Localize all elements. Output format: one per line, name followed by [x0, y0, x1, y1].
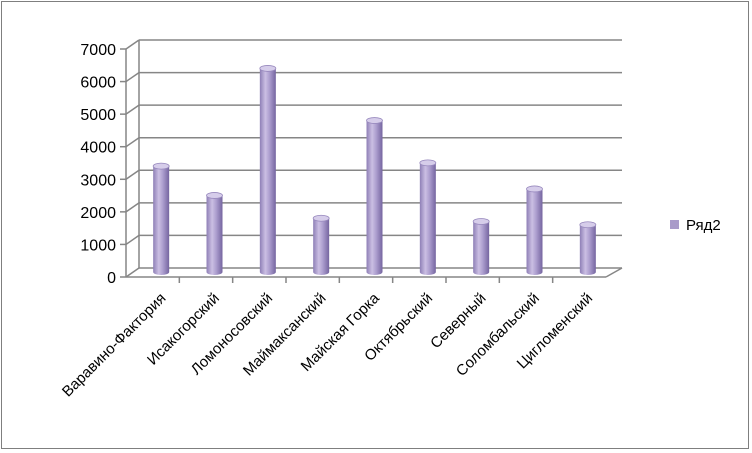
bar [579, 221, 597, 275]
bar-body [259, 68, 276, 275]
bar [419, 159, 437, 275]
y-tick-label: 4000 [80, 140, 116, 157]
bar [152, 162, 170, 275]
legend-label: Ряд2 [686, 217, 721, 234]
bar-top [152, 162, 170, 170]
bar-body [419, 162, 436, 275]
bar-body [579, 224, 596, 275]
x-tick-label: Варавино-Фактория [59, 290, 170, 401]
bar-top [419, 159, 437, 167]
gridline-depth [125, 104, 140, 115]
bar-body [366, 120, 383, 276]
gridline-depth [125, 202, 140, 213]
y-tick-label: 0 [107, 270, 116, 287]
legend-swatch [670, 220, 679, 229]
y-tick-label: 2000 [80, 205, 116, 222]
bar-top [579, 221, 597, 229]
bar-body [473, 221, 490, 275]
gridline-depth [125, 71, 140, 83]
gridline-depth [125, 234, 140, 246]
bar-top [366, 117, 383, 124]
y-tick-label: 1000 [80, 237, 116, 254]
y-tick-label: 3000 [80, 172, 116, 189]
bars [152, 65, 597, 276]
x-tick-labels: Варавино-ФакторияИсакогорскийЛомоносовск… [59, 289, 596, 400]
gridline-depth [125, 267, 140, 278]
bar [472, 218, 490, 275]
bar [312, 214, 330, 275]
y-tick-label: 5000 [80, 107, 116, 124]
bar-body [313, 218, 330, 275]
bar-body [526, 188, 543, 275]
gridline-depth [125, 137, 140, 148]
y-tick-labels: 0 1000 2000 3000 4000 5000 6000 7000 [80, 42, 116, 287]
bar-body [153, 166, 170, 275]
chart-svg: 0 1000 2000 3000 4000 5000 6000 7000 Варавино-Ф… [59, 39, 721, 400]
gridline-depth [125, 169, 140, 180]
bar [259, 65, 277, 275]
bar-body [206, 195, 223, 275]
y-tick-label: 6000 [80, 75, 116, 92]
gridline-depth [125, 39, 140, 50]
bar-top [259, 65, 277, 72]
bar-top [472, 218, 490, 225]
bar-top [312, 214, 330, 222]
y-tick-label: 7000 [80, 42, 116, 59]
bar-top [526, 185, 543, 193]
legend: Ряд2 [670, 217, 721, 234]
bar-top [206, 192, 223, 199]
bar [206, 192, 223, 275]
axes [120, 40, 623, 283]
bar [526, 185, 543, 275]
bar [366, 117, 383, 276]
floor-right-edge [605, 267, 623, 278]
